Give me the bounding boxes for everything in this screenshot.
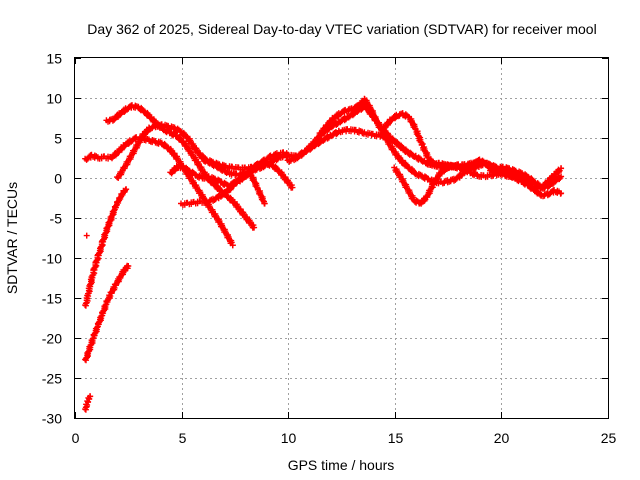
data-point [83,232,90,239]
y-tick-label: -5 [50,211,63,227]
y-tick-label: 10 [46,91,62,107]
series-track-a [82,186,130,309]
x-tick-label: 15 [388,430,404,446]
y-tick-label: -25 [42,371,62,387]
series-track-c [82,393,94,413]
data-point [222,230,236,249]
data-point [85,393,94,402]
y-tick-label: 5 [54,131,62,147]
x-tick-label: 5 [179,430,187,446]
data-point [251,224,258,231]
data-point [125,263,132,269]
x-tick-labels: 0 5 10 15 20 25 [72,430,617,446]
series-track-d [83,232,90,239]
data-point [558,173,565,180]
data-point [94,310,106,328]
y-axis-label: SDTVAR / TECUs [4,182,20,294]
chart-title: Day 362 of 2025, Sidereal Day-to-day VTE… [87,21,596,37]
y-tick-label: -20 [42,331,62,347]
data-point [86,332,97,351]
series-track-b [82,262,132,364]
y-tick-label: 15 [46,51,62,67]
data-point [248,172,261,193]
plot-frame [74,57,609,419]
data-point [254,186,268,207]
data-point [229,242,236,249]
data-point [367,106,381,127]
data-point [423,181,436,201]
x-tick-label: 10 [281,430,297,446]
data-point [558,165,565,172]
x-axis-label: GPS time / hours [288,457,395,473]
x-tick-label: 25 [601,430,617,446]
data-points [82,95,565,413]
series-track-p [487,164,565,192]
data-point [83,399,91,408]
data-point [558,190,565,197]
data-point [86,393,93,400]
data-point [123,186,130,193]
data-point [261,200,268,207]
x-tick-label: 20 [494,430,510,446]
data-point [84,396,93,405]
data-point [289,184,296,191]
y-tick-label: -15 [42,291,62,307]
data-point [90,321,102,339]
y-tick-label: 0 [54,171,62,187]
y-tick-label: -30 [42,411,62,427]
y-tick-label: -10 [42,251,62,267]
x-tick-label: 0 [72,430,80,446]
data-point [99,299,110,317]
y-tick-labels: 15 10 5 0 -5 -10 -15 -20 -25 -30 [42,51,62,427]
